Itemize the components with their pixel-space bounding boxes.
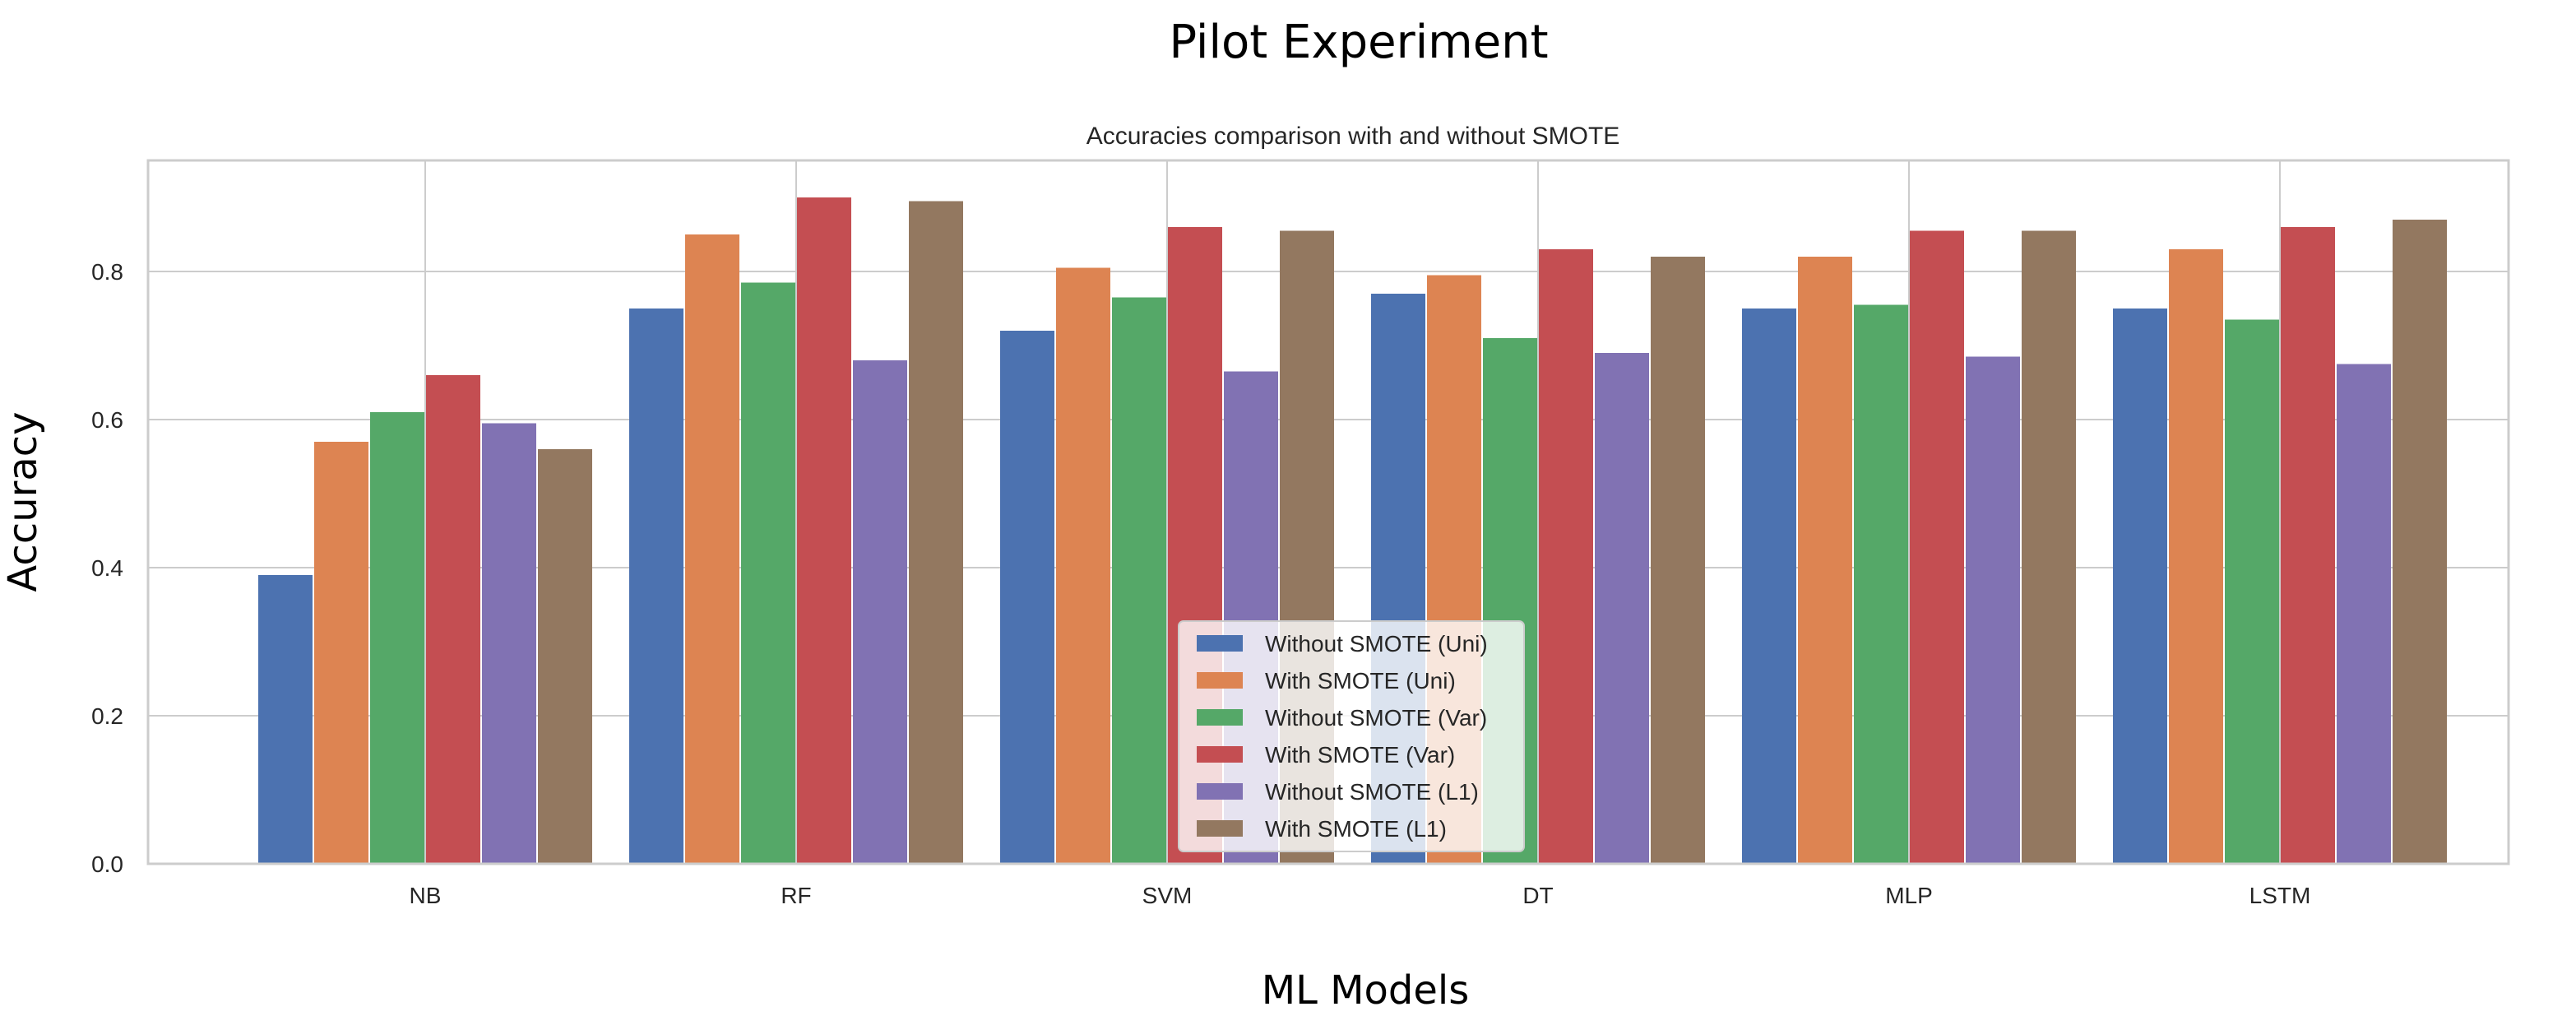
y-tick-label: 0.0 [91,851,123,877]
chart-suptitle: Pilot Experiment [1169,16,1548,69]
bar [853,360,907,864]
bar [1000,331,1054,864]
x-tick-label: MLP [1885,883,1933,908]
x-tick-label: DT [1522,883,1553,908]
bar [482,423,536,864]
legend-swatch [1197,635,1243,652]
bar [314,442,368,864]
bar [909,201,963,864]
y-tick-label: 0.4 [91,555,123,581]
bar [797,197,851,864]
legend-label: With SMOTE (Var) [1265,742,1455,768]
bars-layer [258,197,2447,864]
bar [1966,356,2020,864]
bar [1742,309,1796,864]
legend-label: With SMOTE (Uni) [1265,668,1456,694]
bar [370,412,424,864]
bar [1854,304,1908,864]
y-axis-label: Accuracy [0,411,46,592]
legend-box [1178,620,1525,852]
bar [2113,309,2167,864]
bar [2393,220,2447,864]
legend-label: Without SMOTE (Var) [1265,705,1487,731]
bar [629,309,683,864]
legend-label: Without SMOTE (Uni) [1265,631,1488,656]
x-axis-label: ML Models [1262,967,1470,1014]
legend: Without SMOTE (Uni) With SMOTE (Uni) Witho… [1178,620,1525,852]
bar [2022,230,2076,864]
legend-label: Without SMOTE (L1) [1265,779,1479,805]
legend-swatch [1197,672,1243,689]
x-tick-label: LSTM [2249,883,2311,908]
bar [2337,364,2391,864]
bar [258,575,313,864]
legend-label: With SMOTE (L1) [1265,816,1447,842]
x-tick-label: RF [781,883,811,908]
x-tick-label: SVM [1142,883,1193,908]
y-tick-label: 0.8 [91,259,123,285]
chart-title: Accuracies comparison with and without S… [1086,123,1620,150]
ticks-layer: 0.0 0.2 0.4 0.6 0.8 NB RF SVM DT MLP LSTM [91,259,2310,908]
y-tick-label: 0.2 [91,703,123,729]
x-tick-label: NB [410,883,442,908]
legend-swatch [1197,820,1243,837]
legend-swatch [1197,709,1243,726]
bar [1056,267,1110,864]
bar [2225,319,2279,864]
bar [1595,353,1649,864]
legend-swatch [1197,746,1243,763]
legend-swatch [1197,783,1243,800]
bar [2281,227,2335,864]
bar [1910,230,1964,864]
bar [2169,249,2223,864]
plot-frame [146,159,2510,865]
bar [741,282,795,864]
bar [538,449,592,864]
bar [426,375,480,864]
bar [1651,257,1705,864]
bar [685,234,739,864]
bar [1112,297,1166,864]
y-tick-label: 0.6 [91,407,123,433]
bar [1798,257,1852,864]
bar [1539,249,1593,864]
